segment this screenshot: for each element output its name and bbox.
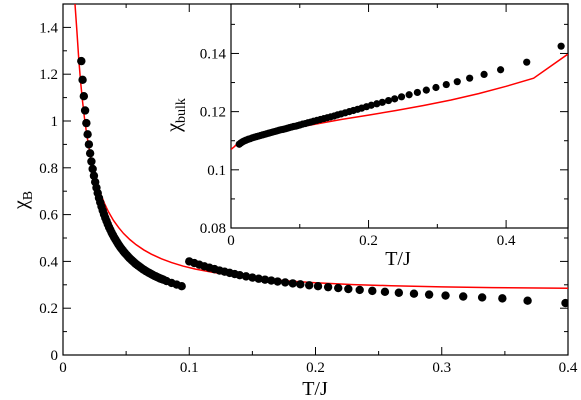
main-data-point (288, 279, 297, 288)
main-y-tick-label: 1.4 (39, 20, 58, 36)
main-data-point (344, 284, 353, 294)
main-data-point (380, 287, 390, 297)
main-data-point (296, 280, 305, 289)
main-y-tick-label: 0.2 (39, 301, 58, 317)
main-data-point (281, 278, 290, 287)
main-data-point (241, 272, 251, 281)
main-y-axis-title: χB (10, 191, 36, 210)
main-data-point (84, 140, 94, 149)
inset-data-point (480, 70, 488, 78)
main-data-point (368, 286, 377, 296)
inset-x-tick-label: 0.4 (497, 233, 516, 249)
main-data-point (88, 164, 97, 174)
main-data-point (267, 276, 276, 285)
inset-data-point (397, 93, 406, 101)
main-data-point (260, 275, 270, 284)
main-data-point (79, 92, 89, 101)
main-data-point (424, 290, 434, 299)
main-y-tick-label: 0.6 (39, 208, 58, 224)
main-data-point (304, 281, 314, 290)
inset-y-tick-label: 0.1 (207, 163, 226, 179)
main-data-point (77, 56, 86, 66)
main-data-point (561, 298, 568, 308)
inset-x-axis-title: T/J (385, 248, 411, 270)
main-data-point (80, 106, 90, 115)
inset-plot: 0 0.2 0.4 0.08 0.1 0.12 0.14 T/J χbulk (163, 3, 569, 270)
main-data-point (355, 285, 364, 295)
main-data-point (235, 271, 244, 280)
main-y-tick-label: 0 (51, 348, 59, 364)
main-x-tick-label: 0.3 (432, 360, 451, 376)
main-data-point (334, 283, 343, 293)
inset-x-tick-label: 0 (227, 233, 235, 249)
main-data-point (177, 282, 186, 291)
inset-data-point (378, 98, 386, 106)
main-x-tick-label: 0.4 (559, 360, 578, 376)
main-data-point (85, 149, 95, 158)
main-data-point (89, 171, 99, 180)
main-y-axis-title-symbol: χ (10, 200, 32, 210)
inset-y-tick-label: 0.14 (200, 46, 227, 62)
main-data-point (498, 294, 507, 303)
main-y-axis-title-subscript: B (21, 191, 36, 200)
inset-y-axis-title-subscript: bulk (174, 98, 189, 123)
main-x-tick-label: 0 (59, 360, 67, 376)
main-data-points-group (77, 56, 568, 308)
inset-y-tick-label: 0.12 (200, 105, 226, 121)
inset-y-axis-title-symbol: χ (163, 123, 185, 133)
main-x-tick-label: 0.1 (180, 360, 199, 376)
inset-data-point (373, 100, 381, 108)
main-data-point (83, 130, 92, 139)
main-y-tick-label: 1 (51, 114, 59, 130)
main-data-point (523, 296, 532, 305)
main-data-point (313, 282, 323, 291)
main-y-tick-label: 0.4 (39, 254, 58, 270)
inset-axis-ticks: 0 0.2 0.4 0.08 0.1 0.12 0.14 (200, 4, 568, 249)
main-data-point (477, 293, 487, 302)
main-data-point (248, 273, 257, 282)
main-x-tick-label: 0.2 (306, 360, 325, 376)
inset-data-point (497, 66, 505, 74)
main-data-point (394, 288, 404, 297)
inset-y-axis-title: χbulk (163, 98, 189, 133)
inset-data-point (405, 91, 413, 99)
main-data-point (459, 292, 468, 301)
inset-data-point (442, 80, 450, 89)
inset-data-point (453, 78, 461, 86)
inset-data-point (466, 74, 474, 82)
inset-data-point (384, 96, 393, 105)
main-data-point (323, 282, 333, 292)
main-y-tick-label: 0.8 (39, 161, 58, 177)
main-data-point (441, 291, 450, 300)
inset-data-point (413, 88, 421, 97)
inset-plot-frame (230, 3, 569, 229)
inset-y-tick-label: 0.08 (200, 221, 226, 237)
main-data-point (273, 277, 282, 286)
inset-data-point (422, 86, 430, 94)
inset-data-point (391, 95, 399, 103)
main-data-point (254, 274, 263, 283)
main-data-point (78, 75, 87, 85)
main-data-point (87, 157, 96, 166)
inset-data-point (367, 101, 375, 109)
inset-data-point (523, 58, 531, 66)
main-data-point (82, 118, 91, 128)
inset-data-point (557, 42, 565, 50)
main-x-axis-title: T/J (302, 378, 328, 400)
main-y-tick-label: 1.2 (39, 67, 58, 83)
inset-data-point (432, 83, 440, 92)
inset-data-points-group (235, 42, 565, 148)
main-data-point (409, 289, 419, 298)
inset-x-tick-label: 0.2 (359, 233, 378, 249)
